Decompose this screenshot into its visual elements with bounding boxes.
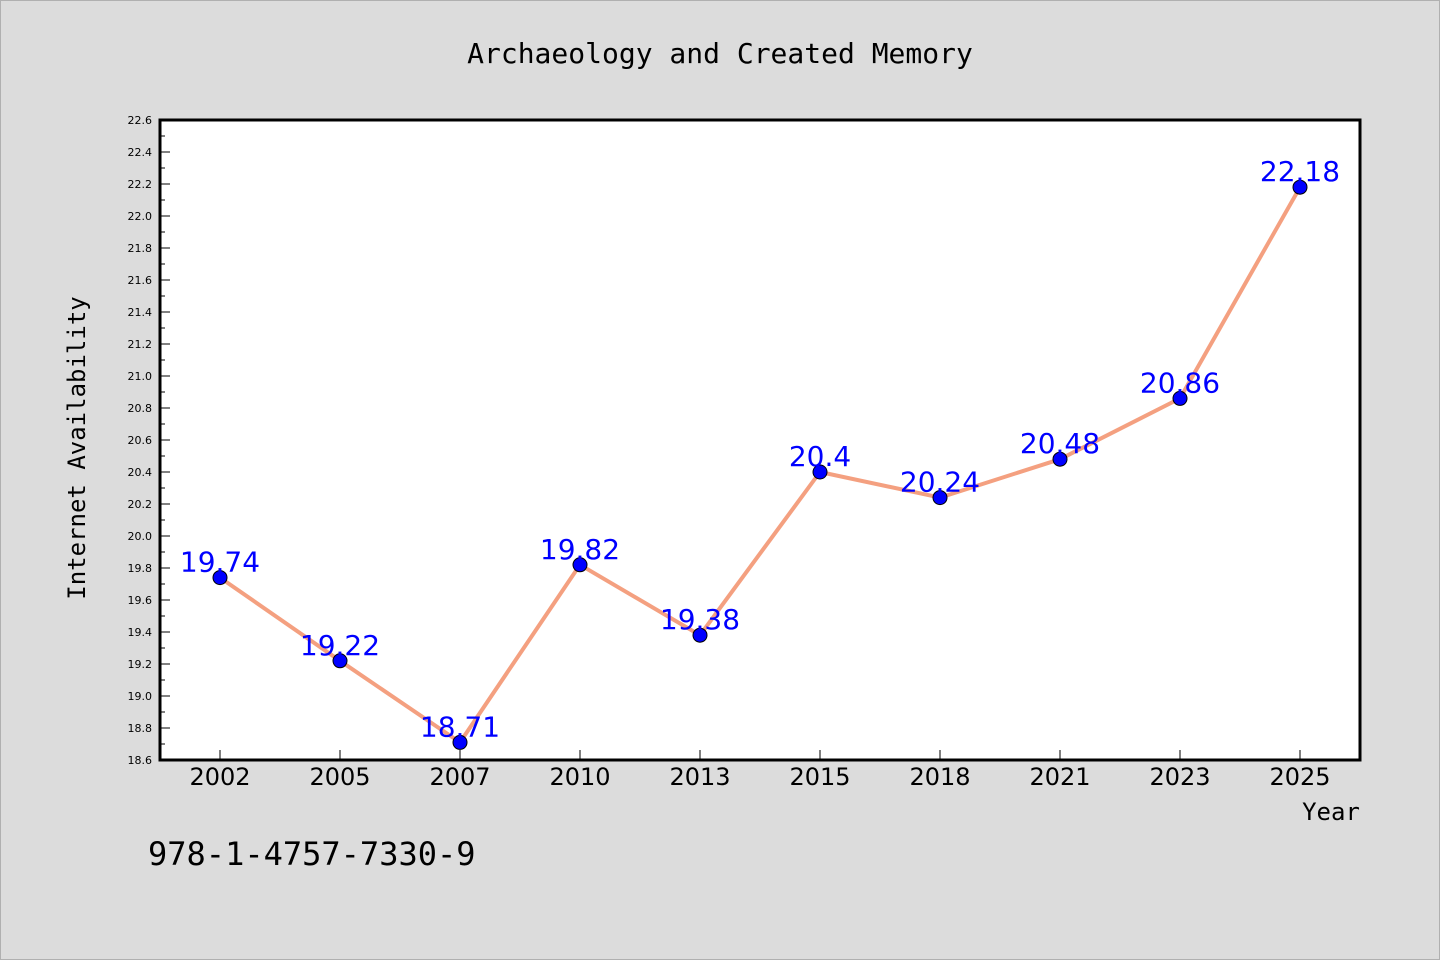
data-label: 20.86 <box>1140 366 1220 399</box>
x-tick-label: 2010 <box>549 763 610 791</box>
y-tick-label: 19.2 <box>128 658 153 671</box>
data-label: 19.38 <box>660 603 740 636</box>
data-point <box>1052 451 1068 467</box>
y-axis: 18.6 18.8 19.0 19.2 19.4 19.6 19.8 20.0 20.2 20.4… <box>128 114 170 767</box>
data-label: 19.22 <box>300 629 380 662</box>
data-point <box>932 490 948 506</box>
data-point <box>1172 390 1188 406</box>
x-tick-label: 2002 <box>189 763 250 791</box>
data-point <box>452 734 468 750</box>
y-tick-label: 19.6 <box>128 594 153 607</box>
y-tick-label: 19.4 <box>128 626 153 639</box>
data-point <box>812 464 828 480</box>
y-tick-label: 19.8 <box>128 562 153 575</box>
y-tick-label: 18.8 <box>128 722 153 735</box>
y-tick-label: 18.6 <box>128 754 153 767</box>
y-tick-label: 20.6 <box>128 434 153 447</box>
y-tick-label: 20.2 <box>128 498 153 511</box>
data-label: 19.74 <box>180 546 260 579</box>
data-label: 22.18 <box>1260 155 1340 188</box>
y-tick-label: 20.8 <box>128 402 153 415</box>
y-tick-label: 22.0 <box>128 210 153 223</box>
x-axis-label: Year <box>1302 798 1360 826</box>
data-point <box>1292 179 1308 195</box>
x-tick-label: 2025 <box>1269 763 1330 791</box>
y-tick-label: 20.4 <box>128 466 153 479</box>
data-point <box>692 627 708 643</box>
data-label: 20.24 <box>900 466 980 499</box>
series-layer: 19.74 19.22 18.71 19.82 19.38 20.4 20.24 20.48 2… <box>180 155 1340 750</box>
data-point <box>572 557 588 573</box>
x-axis: 2002 2005 2007 2010 2013 2015 2018 2021 2023 2025 <box>189 750 1331 791</box>
x-tick-label: 2018 <box>909 763 970 791</box>
y-tick-label: 22.2 <box>128 178 153 191</box>
y-tick-label: 21.2 <box>128 338 153 351</box>
data-point <box>332 653 348 669</box>
x-tick-label: 2021 <box>1029 763 1090 791</box>
y-tick-label: 20.0 <box>128 530 153 543</box>
x-tick-label: 2023 <box>1149 763 1210 791</box>
data-label: 18.71 <box>420 710 500 743</box>
y-axis-label: Internet Availability <box>63 296 91 599</box>
x-tick-label: 2007 <box>429 763 490 791</box>
data-label: 20.48 <box>1020 427 1100 460</box>
data-label: 20.4 <box>789 440 851 473</box>
data-point <box>212 570 228 586</box>
y-tick-label: 21.4 <box>128 306 153 319</box>
series-line <box>218 186 1302 745</box>
y-tick-label: 21.6 <box>128 274 153 287</box>
data-label: 19.82 <box>540 533 620 566</box>
y-tick-label: 22.4 <box>128 146 153 159</box>
y-tick-label: 22.6 <box>128 114 153 127</box>
x-tick-label: 2005 <box>309 763 370 791</box>
x-tick-label: 2015 <box>789 763 850 791</box>
y-tick-label: 19.0 <box>128 690 153 703</box>
plot-area <box>158 118 1362 762</box>
chart-title: Archaeology and Created Memory <box>467 37 973 70</box>
isbn-code: 978-1-4757-7330-9 <box>148 835 476 873</box>
y-tick-label: 21.0 <box>128 370 153 383</box>
y-tick-label: 21.8 <box>128 242 153 255</box>
x-tick-label: 2013 <box>669 763 730 791</box>
